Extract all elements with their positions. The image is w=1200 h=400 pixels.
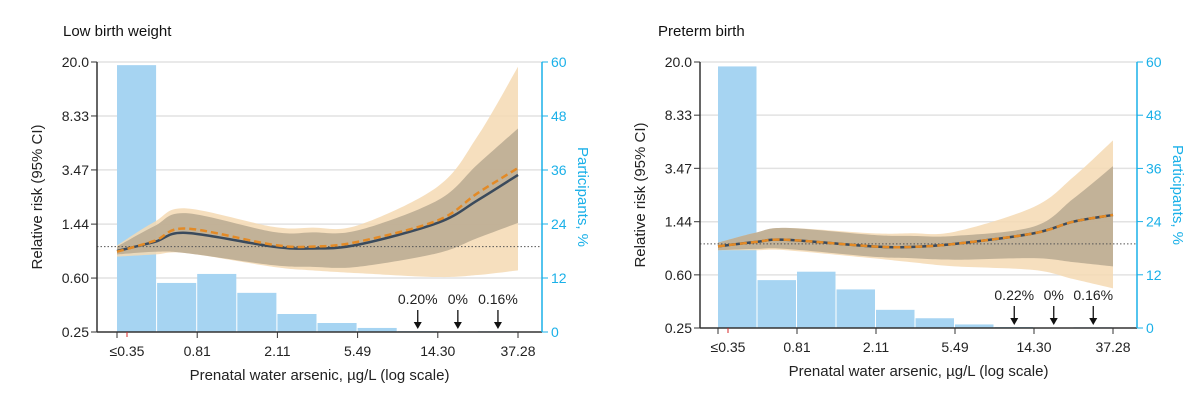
ci-band-inner: [718, 166, 1113, 267]
y-tick-label: 3.47: [62, 162, 89, 178]
series-line-dashed: [116, 166, 519, 253]
x-axis-label: Prenatal water arsenic, µg/L (log scale): [190, 367, 450, 384]
y-tick-label: 1.44: [62, 216, 89, 232]
histogram-bar: [836, 289, 875, 328]
y2-tick-label: 24: [1146, 214, 1162, 230]
y2-tick-label: 0: [551, 324, 559, 340]
panel-title-low-birth-weight: Low birth weight: [63, 23, 172, 40]
bar-annotation: 0.20%: [398, 291, 438, 307]
y-tick-label: 0.60: [62, 270, 89, 286]
series-line-solid: [116, 173, 519, 253]
x-tick-label: 5.49: [344, 343, 371, 359]
y-tick-label: 20.0: [665, 54, 692, 70]
arrow-down-icon: [1089, 318, 1098, 325]
histogram-bar: [317, 323, 357, 332]
y2-tick-label: 12: [551, 270, 567, 286]
x-tick-label: ≤0.35: [711, 339, 746, 355]
histogram-bar: [955, 324, 994, 328]
arrow-down-icon: [453, 322, 462, 329]
x-tick-label: 0.81: [184, 343, 211, 359]
histogram-bar: [237, 292, 277, 332]
histogram-bar: [915, 318, 954, 328]
arrow-down-icon: [493, 322, 502, 329]
y-tick-label: 0.60: [665, 267, 692, 283]
y-tick-label: 8.33: [62, 108, 89, 124]
arrow-down-icon: [1049, 318, 1058, 325]
x-axis-label: Prenatal water arsenic, µg/L (log scale): [789, 363, 1049, 380]
bar-annotation: 0%: [1044, 287, 1064, 303]
y-tick-label: 0.25: [665, 320, 692, 336]
x-tick-label: ≤0.35: [110, 343, 145, 359]
x-tick-label: 14.30: [1016, 339, 1051, 355]
y2-axis-label: Participants, %: [1169, 145, 1186, 245]
bar-annotation: 0.16%: [1073, 287, 1113, 303]
y-tick-label: 3.47: [665, 160, 692, 176]
x-tick-label: 2.11: [264, 343, 290, 359]
ci-band-outer: [718, 140, 1113, 289]
histogram-bar: [117, 65, 157, 333]
y2-tick-label: 36: [1146, 160, 1162, 176]
x-tick-label: 0.81: [783, 339, 810, 355]
x-tick-label: 5.49: [941, 339, 968, 355]
arrow-down-icon: [1010, 318, 1019, 325]
arrow-down-icon: [413, 322, 422, 329]
histogram-bar: [876, 309, 915, 328]
y-tick-label: 0.25: [62, 324, 89, 340]
y2-axis-label: Participants, %: [574, 147, 591, 247]
histogram-bar: [197, 273, 237, 332]
y2-tick-label: 48: [1146, 107, 1162, 123]
x-tick-label: 14.30: [420, 343, 455, 359]
x-tick-label: 37.28: [500, 343, 535, 359]
histogram-bar: [718, 66, 757, 328]
y2-tick-label: 0: [1146, 320, 1154, 336]
panel-preterm-birth: 0.25 0.60 1.44 3.47 8.33 20.0 0 12 24 36 48 60 ≤0.35…: [632, 54, 1186, 380]
y-axis-label: Relative risk (95% CI): [632, 122, 649, 267]
y2-tick-label: 60: [551, 54, 567, 70]
x-tick-label: 2.11: [863, 339, 889, 355]
bar-annotation: 0%: [448, 291, 468, 307]
bar-annotation: 0.22%: [994, 287, 1034, 303]
y2-tick-label: 24: [551, 216, 567, 232]
histogram-bar: [797, 271, 836, 328]
y-axis-label: Relative risk (95% CI): [29, 124, 46, 269]
series-line-dashed: [717, 213, 1114, 249]
panel-low-birth-weight: 0.25 0.60 1.44 3.47 8.33 20.0 0 12 24 36 48 60 ≤0.35…: [29, 54, 591, 384]
y2-tick-label: 12: [1146, 267, 1162, 283]
histogram-bar: [157, 282, 197, 332]
y-tick-label: 1.44: [665, 214, 692, 230]
histogram-bar: [277, 314, 317, 332]
y2-tick-label: 60: [1146, 54, 1162, 70]
bar-annotation: 0.16%: [478, 291, 518, 307]
histogram-bar: [757, 280, 796, 328]
y-tick-label: 20.0: [62, 54, 89, 70]
x-tick-label: 37.28: [1095, 339, 1130, 355]
panel-title-preterm-birth: Preterm birth: [658, 23, 745, 40]
y2-tick-label: 36: [551, 162, 567, 178]
histogram-bar: [357, 327, 397, 332]
y-tick-label: 8.33: [665, 107, 692, 123]
y2-tick-label: 48: [551, 108, 567, 124]
